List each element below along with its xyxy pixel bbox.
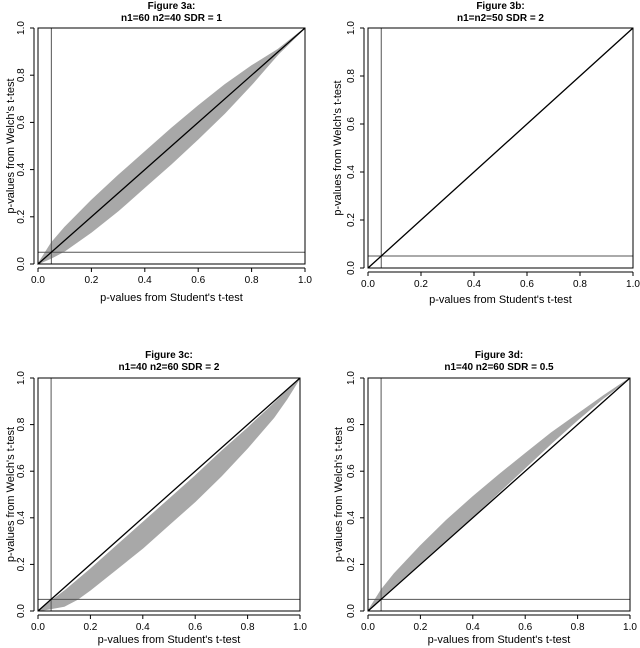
plot-frame bbox=[367, 377, 631, 612]
chart-subtitle: n1=60 n2=40 SDR = 1 bbox=[121, 13, 222, 24]
x-tick-label: 0.0 bbox=[31, 275, 45, 286]
y-axis-label: p-values from Welch's t-test bbox=[5, 427, 17, 562]
y-tick-label: 0.0 bbox=[16, 257, 27, 271]
y-tick-label: 0.2 bbox=[346, 213, 357, 227]
x-tick-label: 0.2 bbox=[83, 622, 97, 633]
x-tick-label: 1.0 bbox=[298, 275, 312, 286]
chart-title: Figure 3c: bbox=[145, 350, 193, 361]
x-tick-label: 0.2 bbox=[413, 622, 427, 633]
scatter-band bbox=[37, 377, 301, 612]
x-tick-label: 0.4 bbox=[467, 279, 481, 290]
plot-frame bbox=[37, 27, 306, 265]
y-tick-label: 0.8 bbox=[16, 417, 27, 431]
x-axis-label: p-values from Student's t-test bbox=[429, 294, 572, 306]
x-tick-label: 0.6 bbox=[188, 622, 202, 633]
chart-title: Figure 3a: bbox=[148, 1, 196, 12]
x-tick-label: 0.0 bbox=[31, 622, 45, 633]
x-tick-label: 0.8 bbox=[571, 622, 585, 633]
x-axis-label: p-values from Student's t-test bbox=[428, 634, 571, 646]
x-tick-label: 1.0 bbox=[626, 279, 640, 290]
x-tick-label: 0.2 bbox=[414, 279, 428, 290]
y-tick-label: 0.0 bbox=[346, 261, 357, 275]
y-tick-label: 0.6 bbox=[346, 117, 357, 131]
x-tick-label: 0.4 bbox=[466, 622, 480, 633]
x-tick-label: 0.8 bbox=[245, 275, 259, 286]
x-axis-label: p-values from Student's t-test bbox=[100, 292, 243, 304]
y-tick-label: 0.8 bbox=[346, 69, 357, 83]
x-tick-label: 0.6 bbox=[518, 622, 532, 633]
y-tick-label: 0.8 bbox=[346, 417, 357, 431]
x-axis-label: p-values from Student's t-test bbox=[98, 634, 241, 646]
identity-line bbox=[367, 377, 631, 612]
x-tick-label: 0.8 bbox=[573, 279, 587, 290]
plot-frame bbox=[367, 27, 634, 269]
y-tick-label: 0.2 bbox=[346, 557, 357, 571]
x-tick-label: 1.0 bbox=[623, 622, 637, 633]
chart-title: Figure 3d: bbox=[475, 350, 523, 361]
y-tick-label: 1.0 bbox=[16, 21, 27, 35]
plot-frame bbox=[37, 377, 301, 612]
x-tick-label: 0.0 bbox=[361, 622, 375, 633]
y-tick-label: 0.4 bbox=[346, 510, 357, 524]
y-tick-label: 0.4 bbox=[16, 510, 27, 524]
x-tick-label: 1.0 bbox=[293, 622, 307, 633]
y-tick-label: 0.6 bbox=[16, 115, 27, 129]
y-tick-label: 0.4 bbox=[16, 162, 27, 176]
x-tick-label: 0.0 bbox=[361, 279, 375, 290]
chart-subtitle: n1=40 n2=60 SDR = 0.5 bbox=[444, 362, 554, 373]
y-tick-label: 0.4 bbox=[346, 165, 357, 179]
y-axis-label: p-values from Welch's t-test bbox=[332, 80, 344, 215]
y-tick-label: 0.8 bbox=[16, 68, 27, 82]
panel-3: Figure 3c:n1=40 n2=60 SDR = 2 0.0 0.2 0.4 0.… bbox=[5, 350, 307, 646]
x-tick-label: 0.2 bbox=[84, 275, 98, 286]
y-axis-label: p-values from Welch's t-test bbox=[333, 427, 345, 562]
y-tick-label: 1.0 bbox=[16, 371, 27, 385]
identity-line bbox=[37, 27, 306, 265]
panel-1: Figure 3a:n1=60 n2=40 SDR = 1 0.0 0.2 0.4 0.… bbox=[5, 1, 312, 304]
y-tick-label: 1.0 bbox=[346, 371, 357, 385]
y-tick-label: 0.6 bbox=[16, 464, 27, 478]
y-tick-label: 0.2 bbox=[16, 557, 27, 571]
chart-title: Figure 3b: bbox=[476, 1, 524, 12]
y-tick-label: 0.2 bbox=[16, 209, 27, 223]
x-tick-label: 0.4 bbox=[138, 275, 152, 286]
panel-4: Figure 3d:n1=40 n2=60 SDR = 0.5 0.0 0.2 0.4… bbox=[333, 350, 637, 646]
y-tick-label: 1.0 bbox=[346, 21, 357, 35]
panel-2: Figure 3b:n1=n2=50 SDR = 2 0.0 0.2 0.4 0.6 0.… bbox=[332, 1, 640, 306]
y-axis-label: p-values from Welch's t-test bbox=[5, 78, 17, 213]
x-tick-label: 0.6 bbox=[191, 275, 205, 286]
identity-line bbox=[37, 377, 301, 612]
y-tick-label: 0.6 bbox=[346, 464, 357, 478]
y-tick-label: 0.0 bbox=[16, 604, 27, 618]
y-tick-label: 0.0 bbox=[346, 604, 357, 618]
x-tick-label: 0.6 bbox=[520, 279, 534, 290]
chart-subtitle: n1=n2=50 SDR = 2 bbox=[457, 13, 544, 24]
chart-subtitle: n1=40 n2=60 SDR = 2 bbox=[119, 362, 220, 373]
x-tick-label: 0.4 bbox=[136, 622, 150, 633]
identity-line bbox=[367, 27, 634, 269]
x-tick-label: 0.8 bbox=[241, 622, 255, 633]
